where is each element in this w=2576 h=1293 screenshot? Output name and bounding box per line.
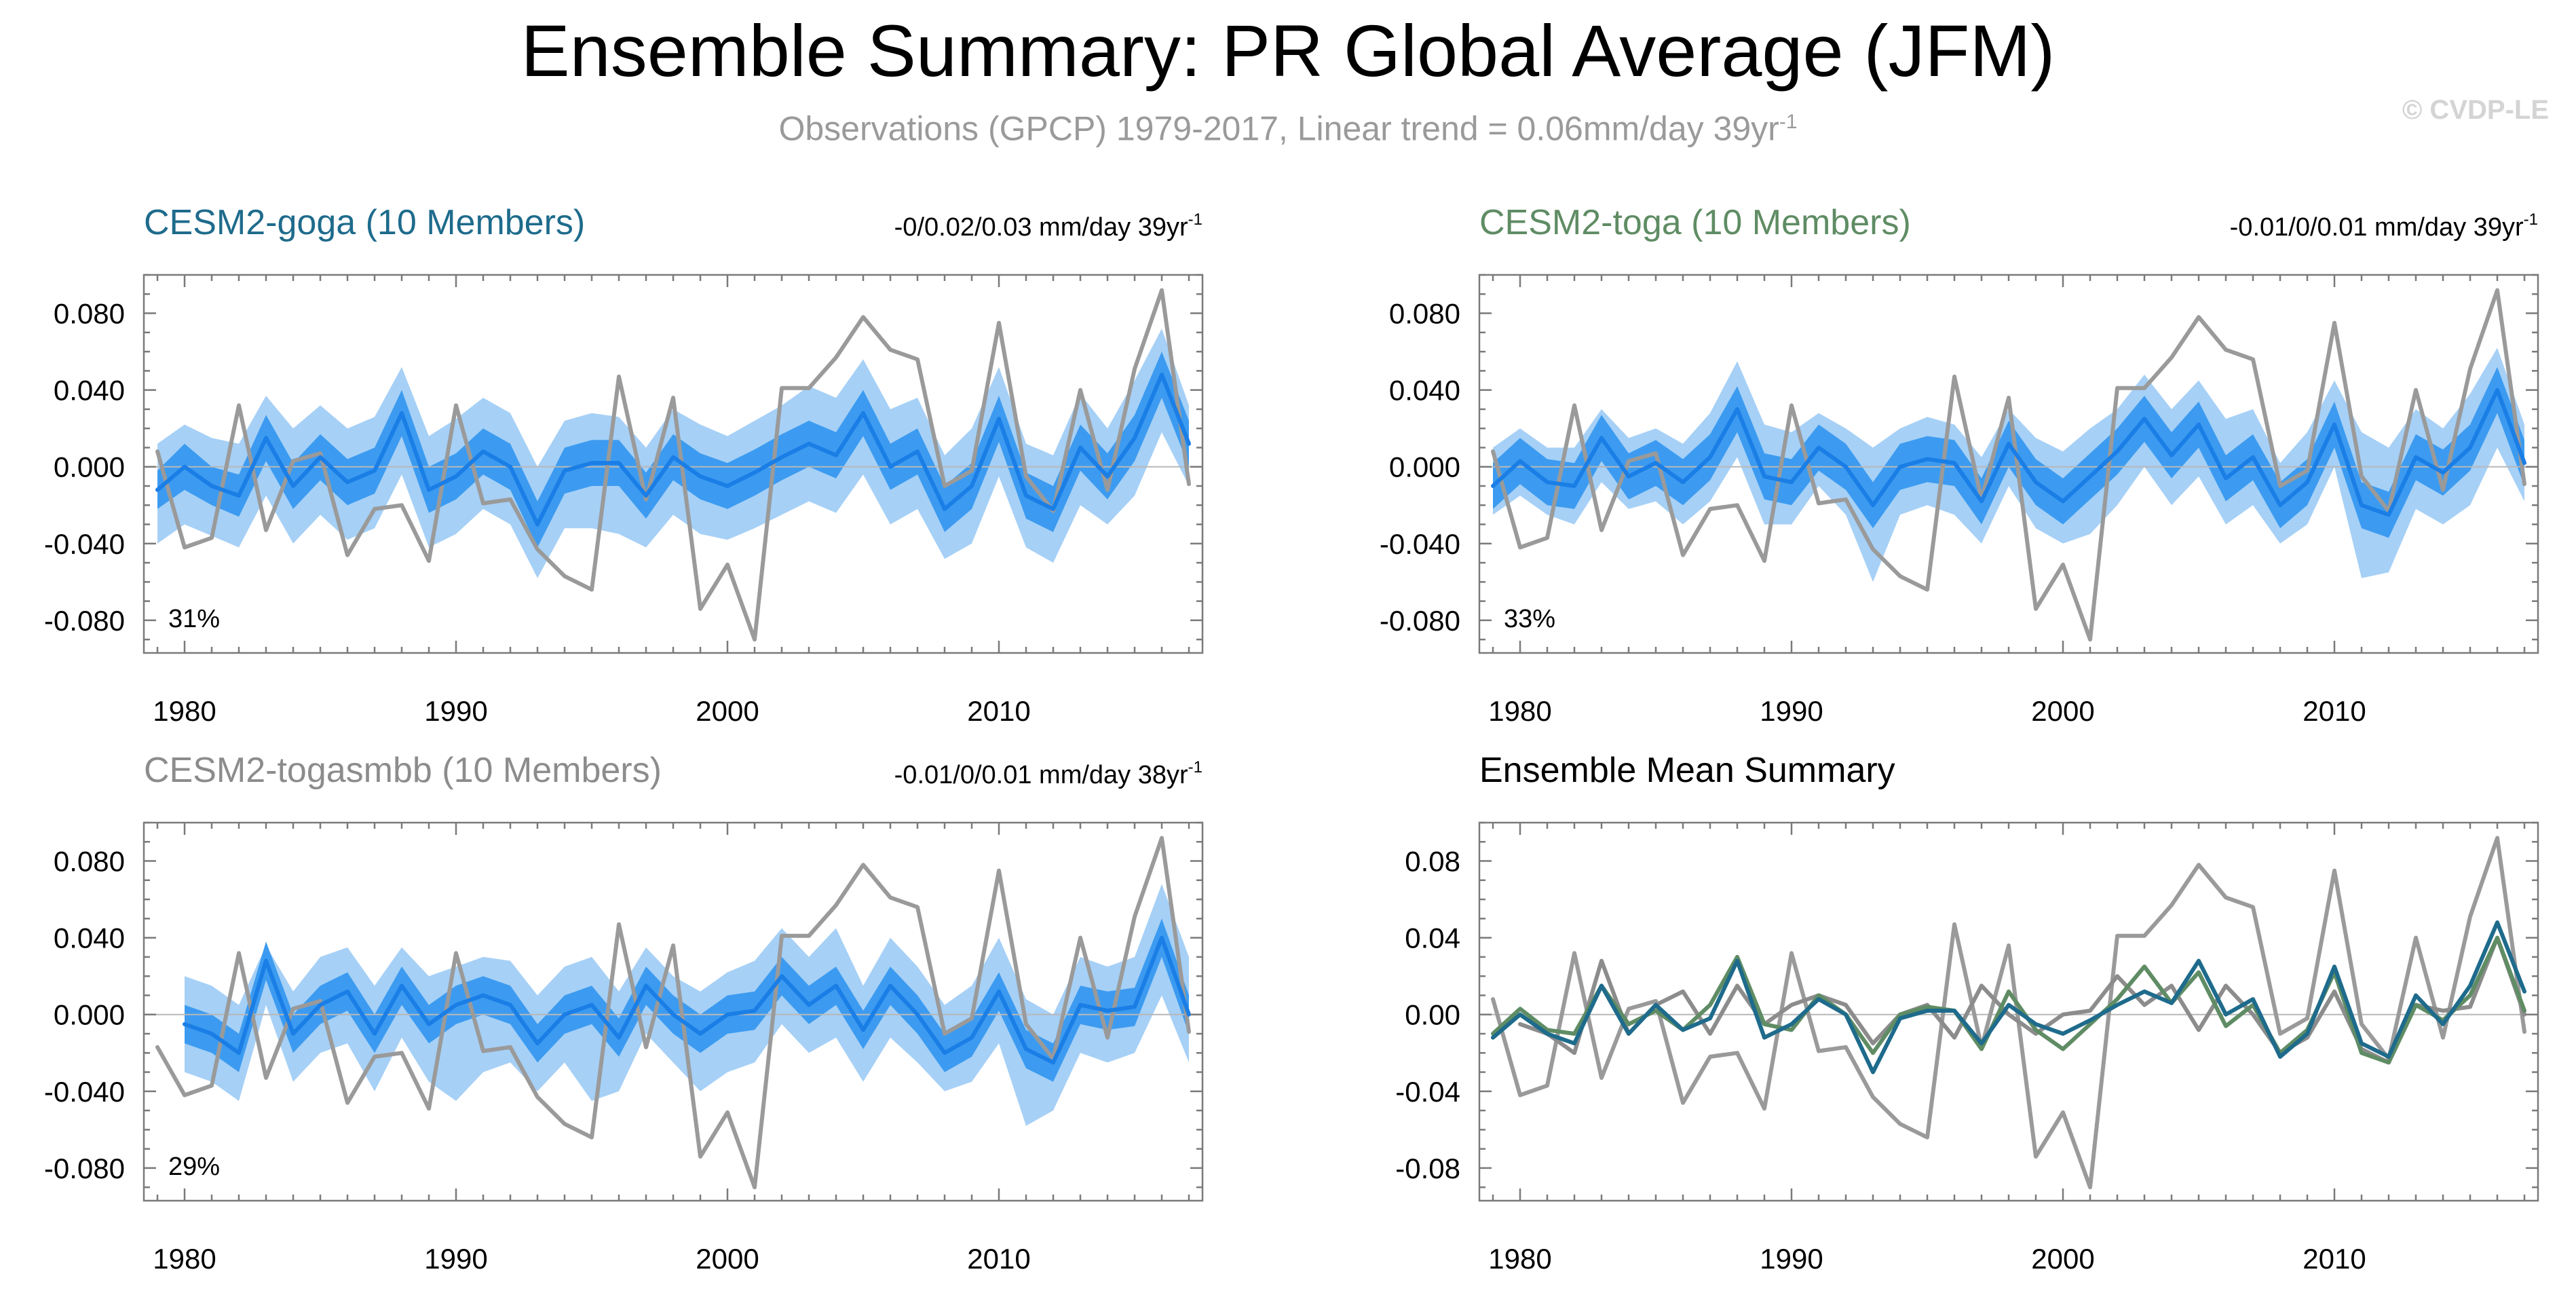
x-tick-label: 2000 <box>2031 1243 2094 1275</box>
x-tick-label: 1990 <box>424 695 487 727</box>
subtitle-text: Observations (GPCP) 1979-2017, Linear tr… <box>778 109 1779 148</box>
percent-label: 33% <box>1504 605 1555 633</box>
y-tick-label: 0.00 <box>1405 999 1460 1031</box>
x-tick-label: 2000 <box>696 1243 759 1275</box>
credit-watermark: © CVDP-LE <box>2402 95 2549 125</box>
chart-panel-2: 1980 1990 2000 2010 -0.080 -0.040 0.000 0.040 0.… <box>1380 203 2539 727</box>
x-tick-label: 1980 <box>1488 695 1551 727</box>
x-tick-label: 1990 <box>424 1243 487 1275</box>
y-tick-label: 0.080 <box>1389 298 1460 330</box>
y-tick-label: -0.040 <box>1380 528 1460 560</box>
y-tick-label: 0.080 <box>54 298 125 330</box>
x-tick-label: 1980 <box>153 1243 216 1275</box>
percent-label: 29% <box>168 1153 220 1181</box>
y-tick-label: -0.04 <box>1395 1076 1460 1108</box>
y-tick-label: 0.000 <box>54 451 125 483</box>
subtitle-superscript: -1 <box>1779 111 1798 133</box>
observations-line <box>155 288 1191 642</box>
y-tick-label: 0.000 <box>54 999 125 1031</box>
plot-area <box>1479 288 2538 642</box>
y-tick-label: -0.080 <box>44 1153 125 1184</box>
x-tick-label: 1980 <box>1488 1243 1551 1275</box>
trend-label-superscript: -1 <box>2524 210 2538 229</box>
panel-title: CESM2-goga (10 Members) <box>144 203 585 242</box>
y-tick-label: 0.08 <box>1405 846 1460 878</box>
trend-label-text: -0.01/0/0.01 mm/day 38yr <box>894 761 1188 789</box>
trend-label-superscript: -1 <box>1188 758 1202 776</box>
observations-line <box>1491 836 2526 1190</box>
page-subtitle: Observations (GPCP) 1979-2017, Linear tr… <box>0 100 2576 151</box>
plot-area <box>1479 836 2538 1190</box>
x-tick-label: 1990 <box>1760 1243 1823 1275</box>
y-tick-label: -0.040 <box>44 1076 125 1108</box>
panel-title: CESM2-togasmbb (10 Members) <box>144 751 662 790</box>
y-tick-label: 0.04 <box>1405 922 1460 954</box>
y-tick-label: 0.000 <box>1389 451 1460 483</box>
ensemble-mean-line <box>155 373 1191 527</box>
x-tick-label: 2010 <box>967 1243 1030 1275</box>
y-tick-label: -0.08 <box>1395 1153 1460 1184</box>
plot-area <box>144 836 1202 1190</box>
plot-area <box>144 288 1202 642</box>
y-tick-label: -0.080 <box>44 605 125 637</box>
trend-label: -0.01/0/0.01 mm/day 38yr-1 <box>894 758 1202 789</box>
y-tick-label: 0.080 <box>54 846 125 878</box>
ensemble-spread-inner-band <box>1493 367 2524 538</box>
trend-label: -0.01/0/0.01 mm/day 39yr-1 <box>2230 210 2538 242</box>
trend-label-superscript: -1 <box>1188 210 1202 229</box>
panel-title: Ensemble Mean Summary <box>1479 751 1895 790</box>
page-title: Ensemble Summary: PR Global Average (JFM… <box>520 10 2056 92</box>
toga-mean-line <box>1491 935 2526 1065</box>
chart-panel-1: 1980 1990 2000 2010 -0.080 -0.040 0.000 0.040 0.… <box>44 203 1204 727</box>
x-tick-label: 2010 <box>2303 695 2366 727</box>
y-tick-label: -0.040 <box>44 528 125 560</box>
chart-panel-3: 1980 1990 2000 2010 -0.080 -0.040 0.000 0.040 0.… <box>44 751 1204 1275</box>
observations-line <box>155 836 1191 1190</box>
goga-mean-line <box>1491 920 2526 1074</box>
trend-label-text: -0/0.02/0.03 mm/day 39yr <box>894 213 1188 242</box>
x-tick-label: 1980 <box>153 695 216 727</box>
panel-title: CESM2-toga (10 Members) <box>1479 203 1911 242</box>
x-tick-label: 2010 <box>967 695 1030 727</box>
x-tick-label: 2000 <box>696 695 759 727</box>
y-tick-label: 0.040 <box>54 922 125 954</box>
ensemble-mean-line <box>183 935 1191 1065</box>
chart-panel-4: 1980 1990 2000 2010 -0.08 -0.04 0.00 0.04 0.08 En… <box>1395 751 2539 1275</box>
ensemble-mean-line <box>1491 388 2526 517</box>
y-tick-label: 0.040 <box>1389 375 1460 407</box>
y-tick-label: 0.040 <box>54 375 125 407</box>
ensemble-spread-inner-band <box>157 352 1189 548</box>
x-tick-label: 2010 <box>2303 1243 2366 1275</box>
x-tick-label: 1990 <box>1760 695 1823 727</box>
observations-line <box>1491 288 2526 642</box>
x-tick-label: 2000 <box>2031 695 2094 727</box>
y-tick-label: -0.080 <box>1380 605 1460 637</box>
trend-label-text: -0.01/0/0.01 mm/day 39yr <box>2230 213 2524 242</box>
percent-label: 31% <box>168 605 220 633</box>
trend-label: -0/0.02/0.03 mm/day 39yr-1 <box>894 210 1202 242</box>
